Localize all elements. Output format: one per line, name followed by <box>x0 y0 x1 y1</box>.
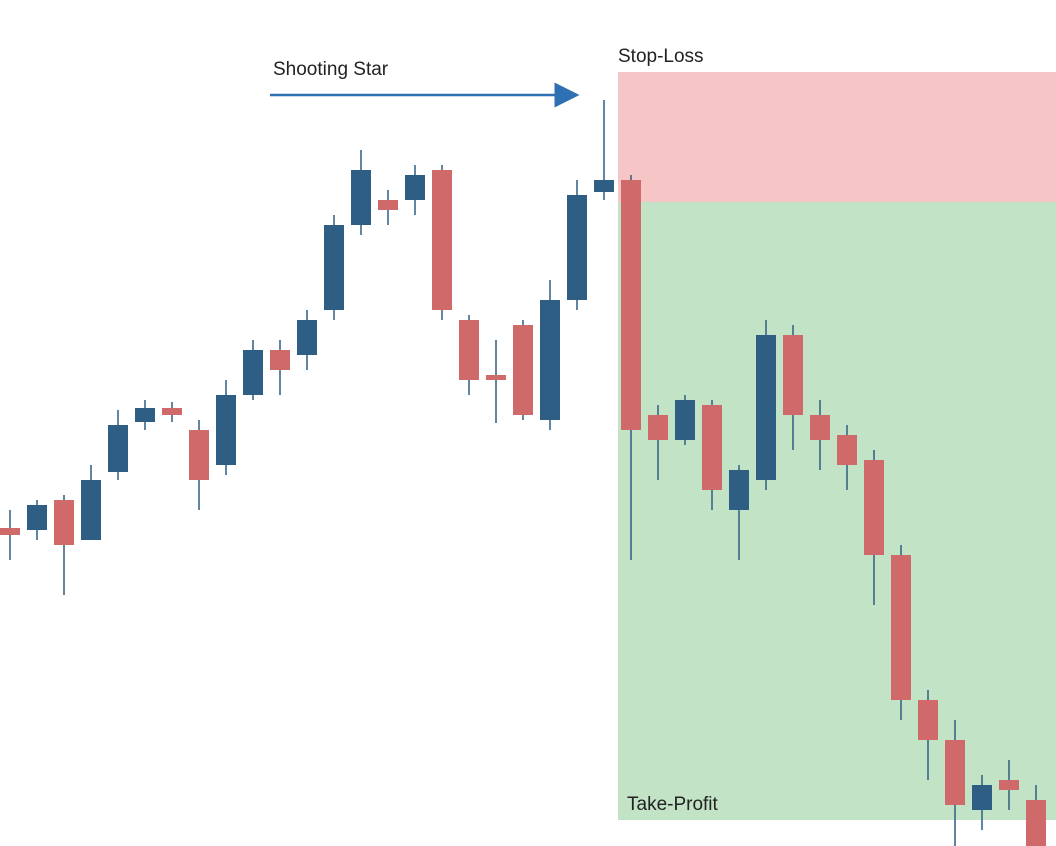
candle-bear <box>702 405 722 490</box>
candle-bull <box>405 175 425 200</box>
candle-bear <box>378 200 398 210</box>
candle-bull <box>567 195 587 300</box>
candle-bear <box>918 700 938 740</box>
candle-bear <box>945 740 965 805</box>
candle-bull <box>540 300 560 420</box>
candle-bear <box>0 528 20 535</box>
candle-bear <box>648 415 668 440</box>
candle-bull <box>27 505 47 530</box>
take-profit-zone <box>618 202 1056 820</box>
candle-bear <box>189 430 209 480</box>
candlestick-chart: Shooting Star Stop-Loss Take-Profit <box>0 0 1056 846</box>
candle-bull <box>594 180 614 192</box>
candle-bull <box>729 470 749 510</box>
shooting-star-label: Shooting Star <box>273 59 389 80</box>
candle-bear <box>513 325 533 415</box>
candle-bear <box>54 500 74 545</box>
chart-svg: Shooting Star Stop-Loss Take-Profit <box>0 0 1056 846</box>
candle-bear <box>270 350 290 370</box>
candle-bear <box>891 555 911 700</box>
candle-bear <box>837 435 857 465</box>
candle-bull <box>756 335 776 480</box>
candle-bear <box>810 415 830 440</box>
stop-loss-zone <box>618 72 1056 202</box>
candle-bull <box>135 408 155 422</box>
candle-bear <box>864 460 884 555</box>
candle-bull <box>675 400 695 440</box>
candle-bear <box>999 780 1019 790</box>
candle-bull <box>351 170 371 225</box>
candle-bear <box>162 408 182 415</box>
candle-bull <box>972 785 992 810</box>
take-profit-label: Take-Profit <box>627 794 719 815</box>
candle-bull <box>108 425 128 472</box>
candle-bear <box>459 320 479 380</box>
candle-bear <box>783 335 803 415</box>
stop-loss-label: Stop-Loss <box>618 46 704 67</box>
candle-bear <box>486 375 506 380</box>
candle-bull <box>81 480 101 540</box>
candle-bear <box>621 180 641 430</box>
candle-bull <box>216 395 236 465</box>
candle-bull <box>243 350 263 395</box>
candle-bear <box>1026 800 1046 846</box>
candle-bull <box>324 225 344 310</box>
candle-bear <box>432 170 452 310</box>
candle-bull <box>297 320 317 355</box>
